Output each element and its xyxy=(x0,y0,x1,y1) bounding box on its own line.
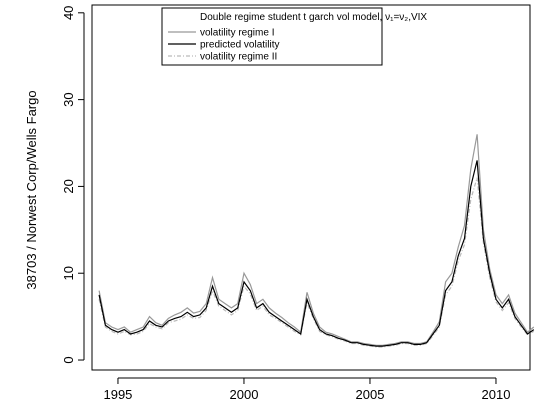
plot-frame xyxy=(91,4,531,371)
series-line xyxy=(98,160,535,347)
y-tick-label: 30 xyxy=(61,92,76,106)
series-line xyxy=(98,177,535,348)
y-tick-label: 40 xyxy=(61,6,76,20)
y-axis-label: 38703 / Norwest Corp/Wells Fargo xyxy=(24,90,39,289)
series-line xyxy=(98,134,535,346)
legend-title: Double regime student t garch vol model,… xyxy=(200,12,427,23)
legend: Double regime student t garch vol model,… xyxy=(161,7,427,66)
x-tick-label: 1995 xyxy=(103,387,132,402)
x-tick-label: 2010 xyxy=(482,387,511,402)
y-tick-label: 0 xyxy=(61,356,76,363)
x-tick-label: 2005 xyxy=(356,387,385,402)
x-tick-label: 2000 xyxy=(230,387,259,402)
legend-label: predicted volatility xyxy=(200,40,279,51)
y-tick-label: 10 xyxy=(61,266,76,280)
legend-label: volatility regime II xyxy=(200,52,277,63)
y-tick-label: 20 xyxy=(61,179,76,193)
legend-box xyxy=(161,7,383,66)
legend-label: volatility regime I xyxy=(200,28,274,39)
